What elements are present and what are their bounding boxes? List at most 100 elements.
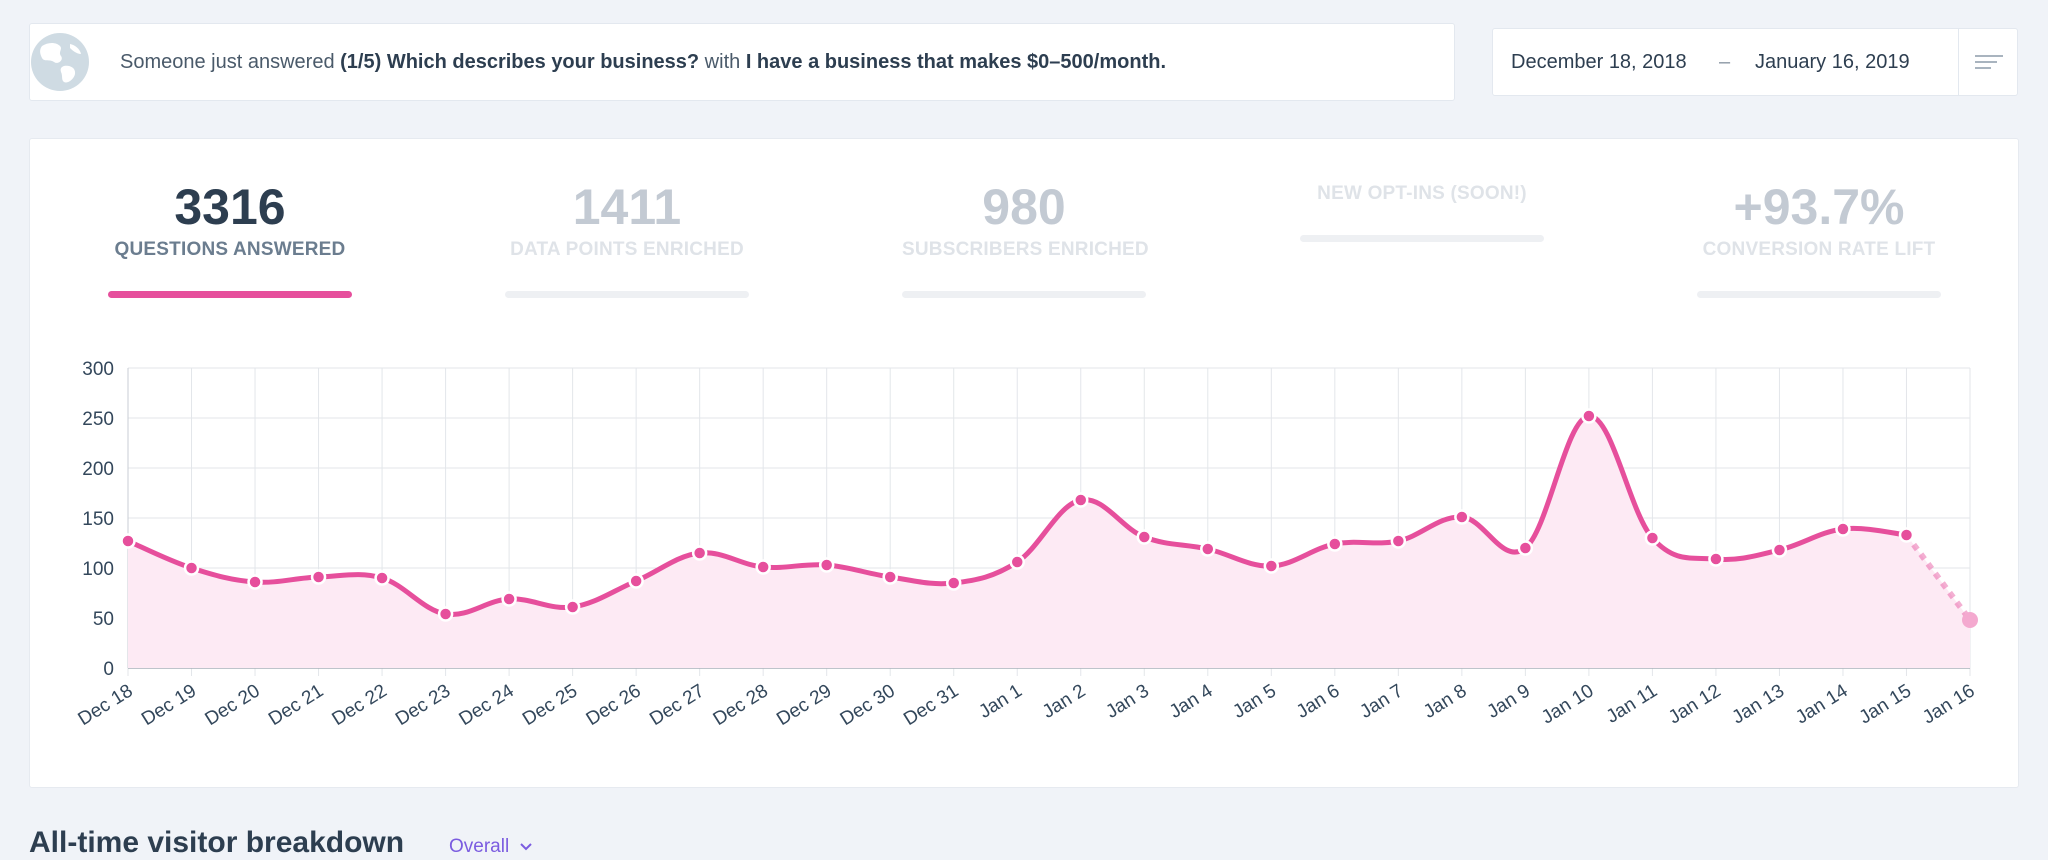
x-tick-label: Jan 1 bbox=[975, 680, 1026, 722]
stat-indicator-bar bbox=[1300, 235, 1544, 242]
stat-value: +93.7% bbox=[1733, 179, 1905, 235]
data-point bbox=[755, 559, 771, 575]
date-range-picker[interactable]: December 18, 2018 – January 16, 2019 bbox=[1492, 28, 2018, 96]
breakdown-title: All-time visitor breakdown bbox=[29, 826, 405, 859]
data-point bbox=[437, 606, 454, 622]
partial-dashed-line bbox=[1904, 533, 1973, 622]
breakdown-filter-label: Overall bbox=[449, 836, 510, 857]
data-point bbox=[1073, 492, 1089, 508]
y-tick-label: 250 bbox=[82, 409, 114, 430]
stats-panel: 3316 QUESTIONS ANSWERED 1411 DATA POINTS… bbox=[29, 138, 2019, 788]
y-tick-label: 50 bbox=[93, 609, 114, 630]
x-tick-label: Jan 14 bbox=[1792, 680, 1852, 728]
stat-value: 980 bbox=[982, 179, 1066, 235]
x-tick-label: Jan 4 bbox=[1166, 680, 1217, 723]
x-tick-label: Dec 25 bbox=[519, 680, 581, 730]
x-tick-label: Dec 30 bbox=[837, 680, 899, 730]
x-tick-label: Dec 24 bbox=[456, 680, 519, 730]
x-tick-label: Jan 10 bbox=[1538, 680, 1598, 728]
data-point bbox=[1581, 408, 1597, 424]
data-point bbox=[183, 560, 200, 576]
data-point bbox=[882, 569, 898, 585]
data-point bbox=[564, 599, 581, 615]
x-tick-label: Dec 22 bbox=[329, 680, 391, 730]
data-point bbox=[1009, 554, 1025, 570]
y-tick-label: 300 bbox=[82, 359, 114, 380]
y-tick-label: 100 bbox=[82, 559, 114, 580]
data-point bbox=[1327, 536, 1343, 552]
x-tick-label: Jan 2 bbox=[1039, 680, 1090, 722]
data-point bbox=[1454, 509, 1470, 525]
notice-prefix: Someone just answered bbox=[120, 51, 341, 73]
x-tick-label: Dec 23 bbox=[392, 680, 454, 730]
x-tick-label: Jan 16 bbox=[1919, 680, 1979, 728]
activity-notice: Someone just answered (1/5) Which descri… bbox=[29, 23, 1455, 101]
data-point bbox=[1835, 521, 1851, 537]
date-separator: – bbox=[1719, 51, 1731, 73]
data-point bbox=[1898, 527, 1915, 543]
stat-value: 1411 bbox=[572, 179, 682, 235]
date-start[interactable]: December 18, 2018 bbox=[1511, 51, 1687, 73]
stat-data-points-enriched[interactable]: 1411 DATA POINTS ENRICHED bbox=[505, 179, 749, 298]
y-tick-label: 200 bbox=[82, 459, 114, 480]
data-point bbox=[1390, 533, 1407, 549]
date-end[interactable]: January 16, 2019 bbox=[1755, 51, 1910, 73]
notice-text: Someone just answered (1/5) Which descri… bbox=[120, 24, 1166, 100]
stat-questions-answered[interactable]: 3316 QUESTIONS ANSWERED bbox=[108, 179, 352, 298]
notice-answer: I have a business that makes $0–500/mont… bbox=[745, 51, 1166, 73]
filter-lines-icon bbox=[1975, 55, 2003, 69]
data-point bbox=[1962, 612, 1978, 628]
y-tick-label: 150 bbox=[82, 509, 114, 530]
x-tick-label: Jan 15 bbox=[1856, 680, 1916, 728]
chevron-down-icon bbox=[520, 843, 533, 851]
data-point bbox=[120, 533, 136, 549]
x-tick-label: Jan 3 bbox=[1102, 680, 1153, 722]
data-point bbox=[818, 557, 835, 573]
data-point bbox=[945, 575, 962, 591]
x-tick-label: Dec 18 bbox=[74, 680, 136, 730]
stat-indicator-bar bbox=[902, 291, 1146, 298]
x-tick-label: Jan 6 bbox=[1293, 680, 1344, 722]
data-point bbox=[1263, 558, 1280, 574]
stat-conversion-rate-lift[interactable]: +93.7% CONVERSION RATE LIFT bbox=[1697, 179, 1941, 298]
stat-subscribers-enriched[interactable]: 980 SUBSCRIBERS ENRICHED bbox=[902, 179, 1149, 298]
x-tick-label: Jan 5 bbox=[1229, 680, 1280, 722]
x-tick-label: Dec 28 bbox=[710, 680, 772, 730]
filter-button[interactable] bbox=[1958, 29, 2017, 95]
data-point bbox=[628, 573, 644, 589]
x-tick-label: Jan 12 bbox=[1665, 680, 1725, 728]
stat-label: SUBSCRIBERS ENRICHED bbox=[902, 239, 1149, 260]
data-point bbox=[1771, 542, 1788, 558]
x-tick-label: Jan 7 bbox=[1356, 680, 1407, 722]
stat-new-opt-ins[interactable]: NEW OPT-INS (SOON!) bbox=[1300, 179, 1544, 242]
x-tick-label: Dec 26 bbox=[583, 680, 645, 730]
notice-question: (1/5) Which describes your business? bbox=[340, 51, 700, 73]
area-fill bbox=[128, 415, 1970, 668]
data-point bbox=[1200, 541, 1216, 557]
data-point bbox=[374, 570, 390, 586]
x-tick-label: Dec 20 bbox=[202, 680, 264, 730]
x-tick-label: Jan 13 bbox=[1729, 680, 1789, 728]
x-tick-label: Dec 21 bbox=[265, 680, 327, 730]
x-tick-label: Jan 8 bbox=[1420, 680, 1471, 722]
stat-label: DATA POINTS ENRICHED bbox=[510, 239, 744, 260]
stat-value: 3316 bbox=[174, 179, 286, 235]
data-point bbox=[310, 569, 327, 585]
x-tick-label: Dec 27 bbox=[646, 680, 708, 730]
data-point bbox=[501, 591, 517, 607]
data-point bbox=[1644, 530, 1661, 546]
x-tick-label: Jan 11 bbox=[1603, 680, 1661, 727]
x-tick-label: Jan 9 bbox=[1483, 680, 1534, 722]
stat-indicator-bar bbox=[505, 291, 749, 298]
globe-icon bbox=[31, 33, 89, 91]
stat-label: QUESTIONS ANSWERED bbox=[114, 239, 346, 260]
stat-label: CONVERSION RATE LIFT bbox=[1702, 239, 1936, 260]
notice-middle: with bbox=[699, 51, 746, 73]
data-point bbox=[1708, 551, 1724, 567]
data-point bbox=[1136, 529, 1153, 545]
data-point bbox=[1517, 540, 1534, 556]
x-tick-label: Dec 19 bbox=[138, 680, 200, 730]
data-point bbox=[247, 574, 263, 590]
breakdown-filter-dropdown[interactable]: Overall bbox=[449, 836, 534, 858]
